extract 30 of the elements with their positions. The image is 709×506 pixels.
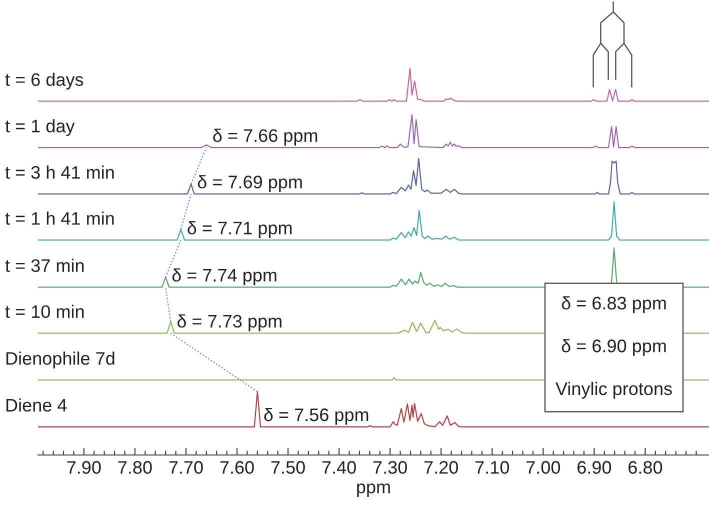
- series-label: t = 37 min: [5, 258, 84, 272]
- x-tick-label: 7.80: [118, 461, 152, 474]
- annotation: δ = 7.73 ppm: [177, 314, 282, 332]
- series-label: Dienophile 7d: [6, 352, 114, 368]
- annotation: δ = 7.66 ppm: [213, 128, 318, 146]
- annotation: δ = 7.71 ppm: [188, 221, 292, 238]
- annotation: δ = 7.74 ppm: [172, 268, 276, 286]
- x-axis-title: ppm: [357, 484, 390, 497]
- x-tick-label: 7.90: [67, 461, 101, 474]
- x-tick-label: 6.80: [628, 461, 662, 474]
- annotation: Vinylic protons: [556, 382, 672, 399]
- annotation: δ = 6.90 ppm: [562, 339, 666, 356]
- annotation: δ = 7.69 ppm: [198, 175, 302, 192]
- x-tick-label: 7.40: [322, 461, 356, 474]
- series-label: t = 6 days: [5, 72, 84, 90]
- annotation: δ = 7.56 ppm: [264, 408, 368, 425]
- series-label: t = 3 h 41 min: [5, 166, 114, 179]
- annotation: δ = 6.83 ppm: [562, 296, 666, 314]
- x-tick-label: 7.60: [220, 461, 254, 474]
- x-tick-label: 7.30: [373, 461, 407, 474]
- x-tick-label: 7.50: [271, 461, 305, 474]
- x-tick-label: 7.00: [526, 461, 560, 474]
- x-tick-label: 7.10: [475, 461, 510, 474]
- series-label: t = 1 h 41 min: [5, 212, 114, 225]
- x-tick-label: 6.90: [578, 461, 612, 474]
- x-tick-label: 7.70: [169, 461, 203, 474]
- series-label: t = 1 day: [5, 119, 75, 136]
- series-label: Diene 4: [6, 398, 67, 412]
- series-label: t = 10 min: [5, 304, 84, 318]
- x-tick-label: 7.20: [424, 461, 458, 474]
